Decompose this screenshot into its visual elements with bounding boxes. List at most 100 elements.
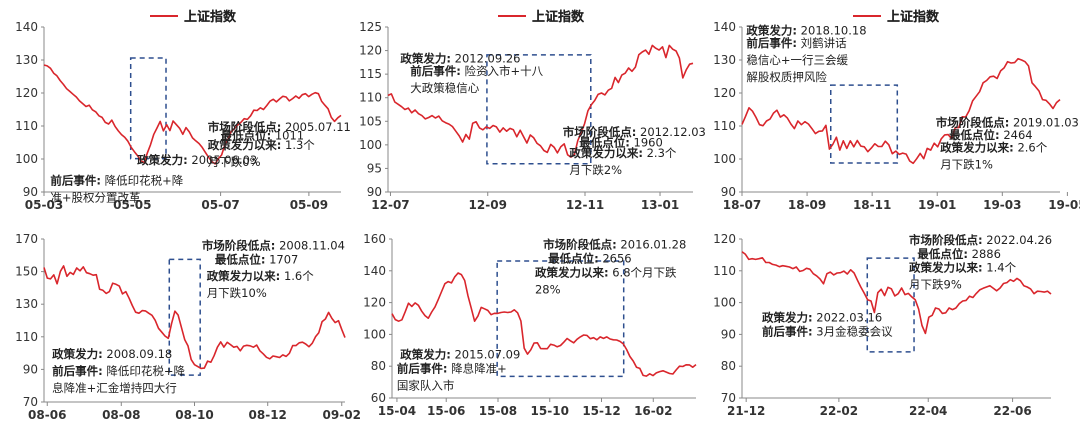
- annotation-text: 最低点位: 1707: [215, 252, 299, 266]
- x-tick-label: 22-04: [909, 404, 947, 418]
- annotation-text: 政策发力以来: 6.8个月下跌 28%: [535, 265, 677, 296]
- x-tick-label: 05-07: [201, 198, 239, 212]
- annotation-text: 最低点位: 2656: [548, 251, 632, 265]
- annotation-text: 政策发力: 2005.06.03: [137, 153, 257, 167]
- y-tick-label: 160: [363, 232, 386, 246]
- x-tick-label: 19-05: [1048, 198, 1080, 212]
- chart-panel-6: 上证指数 70 80 90 100 110 120 21-12 22-02 22-04 22-06 市…: [713, 9, 1052, 418]
- legend-label: 上证指数: [887, 9, 940, 25]
- x-tick-label: 15-04: [378, 404, 416, 418]
- x-tick-label: 12-07: [371, 198, 409, 212]
- x-tick-label: 15-08: [479, 404, 517, 418]
- y-tick-label: 80: [721, 359, 736, 373]
- y-tick-label: 100: [713, 152, 736, 166]
- x-tick-label: 19-01: [918, 198, 956, 212]
- x-tick-label: 19-03: [983, 198, 1021, 212]
- annotation-text: 政策发力: 2012.09.26: [400, 51, 520, 65]
- x-tick-label: 08-06: [28, 408, 66, 422]
- x-tick-label: 09-02: [323, 408, 361, 422]
- annotation-text: 政策发力: 2022.03.16: [762, 311, 882, 325]
- legend-label: 上证指数: [532, 9, 585, 25]
- chart-panel-1: 上证指数 90 100 110 120 130 140 05-03 05-05 05-07 05-0…: [15, 9, 351, 212]
- y-tick-label: 100: [359, 138, 382, 152]
- annotation-text: 前后事件: 3月金稳委会议: [762, 325, 893, 339]
- x-tick-label: 15-12: [582, 404, 620, 418]
- chart-panel-5: 上证指数 60 80 100 120 140 160 15-04 15-06 15-08 15-10…: [363, 9, 697, 418]
- series-line: [387, 44, 694, 158]
- policy-window-box: [496, 260, 625, 378]
- x-tick-label: 05-09: [290, 198, 328, 212]
- annotation-text: 市场阶段低点: 2016.01.28: [543, 237, 686, 251]
- y-tick-label: 120: [359, 44, 382, 58]
- y-tick-label: 105: [359, 114, 382, 128]
- x-tick-label: 05-03: [25, 198, 63, 212]
- annotation-text: 最低点位: 2464: [949, 128, 1033, 142]
- policy-window-box: [168, 258, 201, 376]
- annotation-text: 政策发力: 2018.10.18: [746, 23, 866, 37]
- annotation-text: 政策发力: 2008.09.18: [52, 347, 172, 361]
- y-tick-label: 120: [363, 296, 386, 310]
- annotation-text: 市场阶段低点: 2019.01.03: [936, 116, 1079, 130]
- legend-label: 上证指数: [184, 9, 237, 25]
- x-tick-label: 12-09: [469, 198, 507, 212]
- y-tick-label: 80: [371, 359, 386, 373]
- y-tick-label: 150: [15, 265, 38, 279]
- policy-window-box: [829, 84, 899, 164]
- y-tick-label: 110: [15, 119, 38, 133]
- y-tick-label: 120: [15, 86, 38, 100]
- y-tick-label: 70: [721, 391, 736, 405]
- x-tick-label: 18-11: [853, 198, 891, 212]
- annotation-text: 最低点位: 1960: [579, 136, 663, 150]
- y-tick-label: 120: [713, 232, 736, 246]
- legend-label: 上证指数: [887, 9, 940, 25]
- annotation-text: 前后事件: 降低印花税+降准+股权分置改革: [50, 174, 183, 205]
- series-line: [43, 64, 342, 165]
- x-tick-label: 12-11: [566, 198, 604, 212]
- annotation-text: 最低点位: 2886: [917, 247, 1001, 261]
- y-tick-label: 100: [15, 152, 38, 166]
- x-tick-label: 08-08: [102, 408, 140, 422]
- y-tick-label: 70: [23, 395, 38, 409]
- x-tick-label: 22-06: [993, 404, 1031, 418]
- policy-window-box: [129, 57, 167, 160]
- x-tick-label: 15-06: [427, 404, 465, 418]
- y-tick-label: 110: [713, 264, 736, 278]
- x-tick-label: 18-07: [723, 198, 761, 212]
- x-tick-label: 21-12: [727, 404, 765, 418]
- y-tick-label: 110: [15, 330, 38, 344]
- y-tick-label: 170: [15, 232, 38, 246]
- annotation-text: 政策发力以来: 1.6个月下跌10%: [207, 269, 315, 300]
- y-tick-label: 125: [359, 20, 382, 34]
- policy-window-box: [866, 257, 915, 353]
- annotation-text: 政策发力以来: 1.4个月下跌9%: [909, 260, 1017, 291]
- policy-window-box: [486, 54, 592, 165]
- y-tick-label: 130: [15, 297, 38, 311]
- annotation-text: 政策发力以来: 2.3个月下跌2%: [569, 146, 677, 177]
- legend-label: 上证指数: [184, 9, 237, 25]
- x-tick-label: 22-02: [820, 404, 858, 418]
- y-tick-label: 140: [363, 264, 386, 278]
- y-tick-label: 90: [721, 185, 736, 199]
- y-tick-label: 100: [713, 296, 736, 310]
- annotation-text: 政策发力: 2015.07.09: [400, 347, 520, 361]
- annotation-text: 市场阶段低点: 2005.07.11: [208, 120, 351, 134]
- y-tick-label: 90: [367, 185, 382, 199]
- annotation-text: 市场阶段低点: 2012.12.03: [563, 125, 706, 139]
- y-tick-label: 90: [23, 185, 38, 199]
- series-line: [391, 272, 697, 377]
- annotation-text: 前后事件: 刘鹤讲话稳信心+一行三会缓解股权质押风险: [746, 36, 848, 84]
- y-tick-label: 130: [15, 53, 38, 67]
- annotation-text: 政策发力以来: 1.3个月下跌0%: [208, 138, 316, 169]
- series-line: [741, 251, 1052, 335]
- x-tick-label: 18-09: [788, 198, 826, 212]
- annotation-text: 前后事件: 险资入市+十八大政策稳信心: [410, 64, 543, 95]
- y-tick-label: 110: [713, 119, 736, 133]
- chart-panel-4: 上证指数 70 90 110 130 150 170 08-06 08-08 08-10 08-12…: [15, 9, 361, 422]
- annotation-text: 政策发力以来: 2.6个月下跌1%: [940, 141, 1048, 172]
- annotation-text: 最低点位: 1011: [221, 129, 305, 143]
- x-tick-label: 16-02: [634, 404, 672, 418]
- annotation-text: 市场阶段低点: 2022.04.26: [909, 233, 1052, 247]
- annotation-text: 前后事件: 降息降准+国家队入市: [397, 362, 507, 393]
